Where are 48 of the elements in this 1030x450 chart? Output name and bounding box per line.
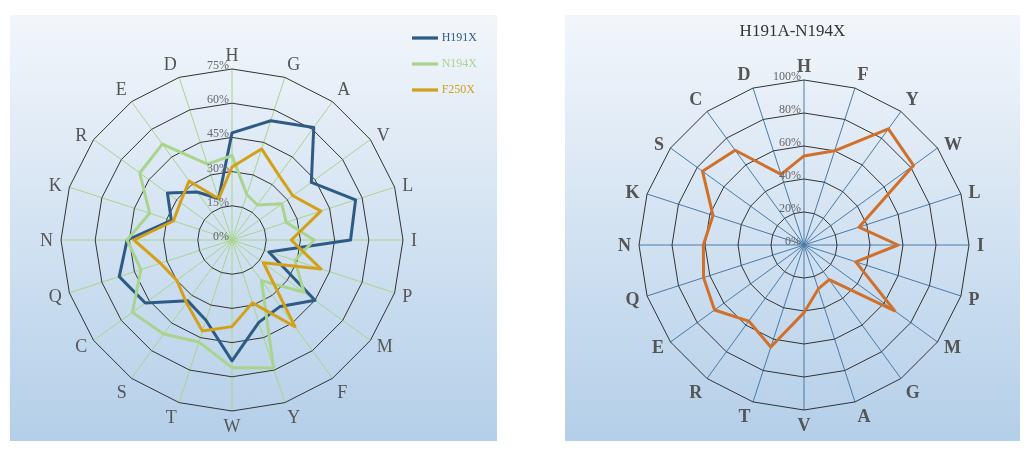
spoke-label: K — [625, 181, 640, 202]
spoke-label: E — [115, 79, 127, 100]
spoke-label: L — [402, 175, 414, 196]
spoke-label: Q — [48, 285, 62, 306]
spoke-label: F — [337, 381, 348, 402]
spoke-label: S — [116, 381, 127, 402]
spoke-label: R — [75, 125, 88, 146]
spoke-label: L — [968, 181, 981, 202]
spoke-label: G — [287, 53, 301, 74]
spoke-label: A — [857, 406, 871, 427]
spoke-label: N — [618, 235, 631, 256]
spoke-label: C — [689, 89, 703, 110]
y-tick-label: 15% — [207, 194, 229, 209]
spoke-label: V — [797, 414, 811, 435]
spoke-label: V — [376, 125, 390, 146]
spoke-label: R — [689, 381, 704, 402]
legend-label: H191X — [441, 29, 477, 44]
spoke-label: D — [163, 53, 177, 74]
y-tick-label: 45% — [207, 126, 229, 141]
spoke-label: S — [654, 133, 665, 154]
y-tick-label: 60% — [207, 92, 229, 107]
y-tick-label: 0% — [213, 229, 229, 243]
spoke-label: F — [857, 64, 869, 85]
spoke-label: A — [337, 79, 351, 100]
spoke-label: E — [652, 337, 665, 358]
spoke-label: Q — [625, 288, 640, 309]
spoke-label: T — [738, 406, 751, 427]
spoke-label: P — [968, 288, 980, 309]
spoke-label: I — [977, 235, 985, 256]
spoke-label: M — [376, 335, 393, 356]
spoke-label: G — [905, 381, 920, 402]
spoke-label: W — [943, 133, 962, 154]
y-tick-label: 60% — [779, 135, 801, 149]
spoke-label: K — [48, 175, 62, 196]
spoke-label: N — [40, 230, 53, 251]
spoke-label: M — [943, 337, 961, 358]
spoke-label: D — [737, 64, 751, 85]
spoke-label: I — [411, 230, 417, 251]
chart-title: H191A-N194X — [738, 20, 847, 42]
spoke-label: Y — [905, 89, 919, 110]
spoke-label: W — [223, 415, 241, 436]
y-tick-label: 80% — [779, 102, 801, 116]
spoke-label: C — [75, 335, 88, 356]
legend-label: N194X — [441, 55, 477, 70]
spoke-label: P — [402, 285, 413, 306]
legend-label: F250X — [441, 81, 475, 96]
spoke-label: T — [165, 407, 177, 428]
spoke-label: Y — [287, 407, 301, 428]
